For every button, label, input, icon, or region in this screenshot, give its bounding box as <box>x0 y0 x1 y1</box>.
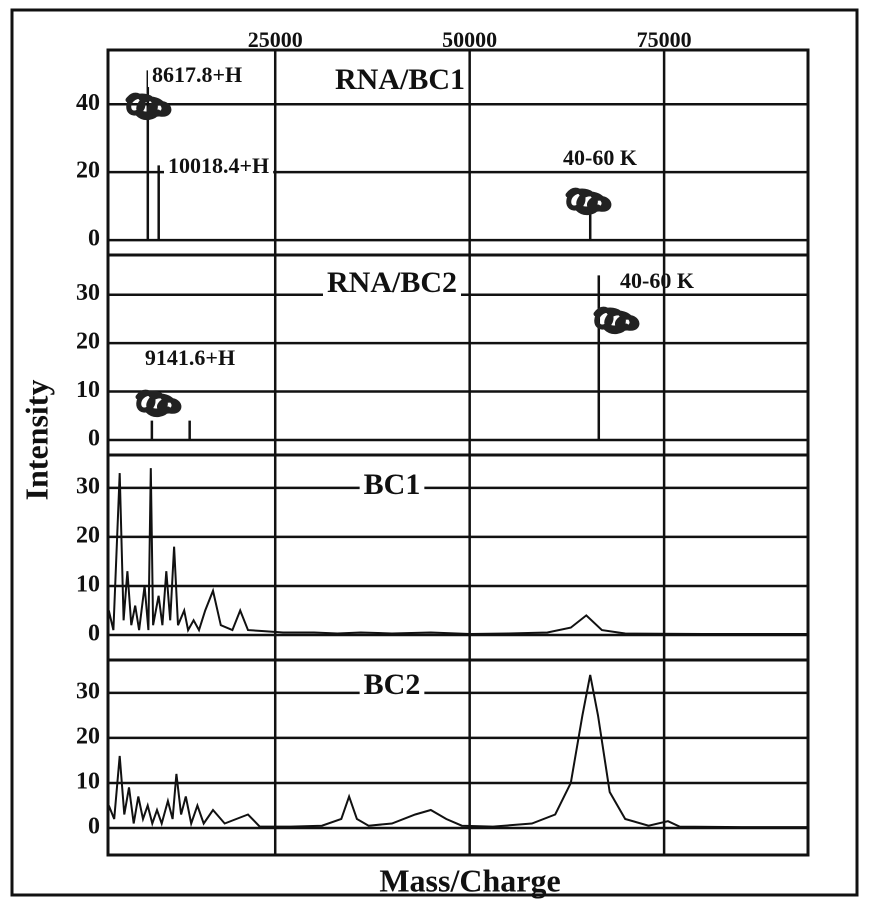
panel <box>106 658 810 857</box>
protein-icon <box>135 389 182 418</box>
annotation: 8617.8+H <box>152 62 242 87</box>
y-tick-label: 30 <box>76 473 100 499</box>
label-background <box>359 667 425 701</box>
panel-title: RNA/BC1 <box>335 63 465 96</box>
annotation: 40-60 K <box>620 268 694 293</box>
y-tick-label: 0 <box>88 226 100 252</box>
label-background <box>322 265 462 299</box>
annotation: 10018.4+H <box>168 153 269 178</box>
y-tick-label: 0 <box>88 813 100 839</box>
y-tick-label: 10 <box>76 377 100 403</box>
y-tick-label: 10 <box>76 768 100 794</box>
y-tick-label: 0 <box>88 620 100 646</box>
y-tick-label: 40 <box>76 90 100 116</box>
label-background <box>616 268 698 294</box>
y-tick-label: 30 <box>76 678 100 704</box>
panel-title: RNA/BC2 <box>327 266 457 299</box>
panel-title: BC2 <box>364 668 421 701</box>
y-axis-label: Intensity <box>18 380 54 501</box>
protein-icon <box>565 187 612 216</box>
protein-icon <box>125 92 172 121</box>
protein-icon <box>593 306 640 335</box>
y-tick-label: 20 <box>76 158 100 184</box>
y-tick-label: 20 <box>76 723 100 749</box>
label-background <box>559 145 641 171</box>
spectrum-line <box>107 468 808 636</box>
panel-title: BC1 <box>364 468 421 501</box>
x-tick-label: 50000 <box>442 27 497 52</box>
y-tick-label: 0 <box>88 425 100 451</box>
label-background <box>140 345 240 371</box>
y-tick-label: 10 <box>76 571 100 597</box>
label-background <box>148 62 247 88</box>
x-axis-label: Mass/Charge <box>379 862 560 898</box>
y-tick-label: 30 <box>76 280 100 306</box>
label-background <box>330 62 470 96</box>
label-background <box>164 153 274 179</box>
figure-frame <box>10 8 859 897</box>
x-tick-label: 75000 <box>637 27 692 52</box>
annotation: 40-60 K <box>563 145 637 170</box>
y-tick-label: 20 <box>76 329 100 355</box>
label-background <box>359 467 425 501</box>
annotation: 9141.6+H <box>145 345 235 370</box>
x-tick-label: 25000 <box>248 27 303 52</box>
y-tick-label: 20 <box>76 522 100 548</box>
